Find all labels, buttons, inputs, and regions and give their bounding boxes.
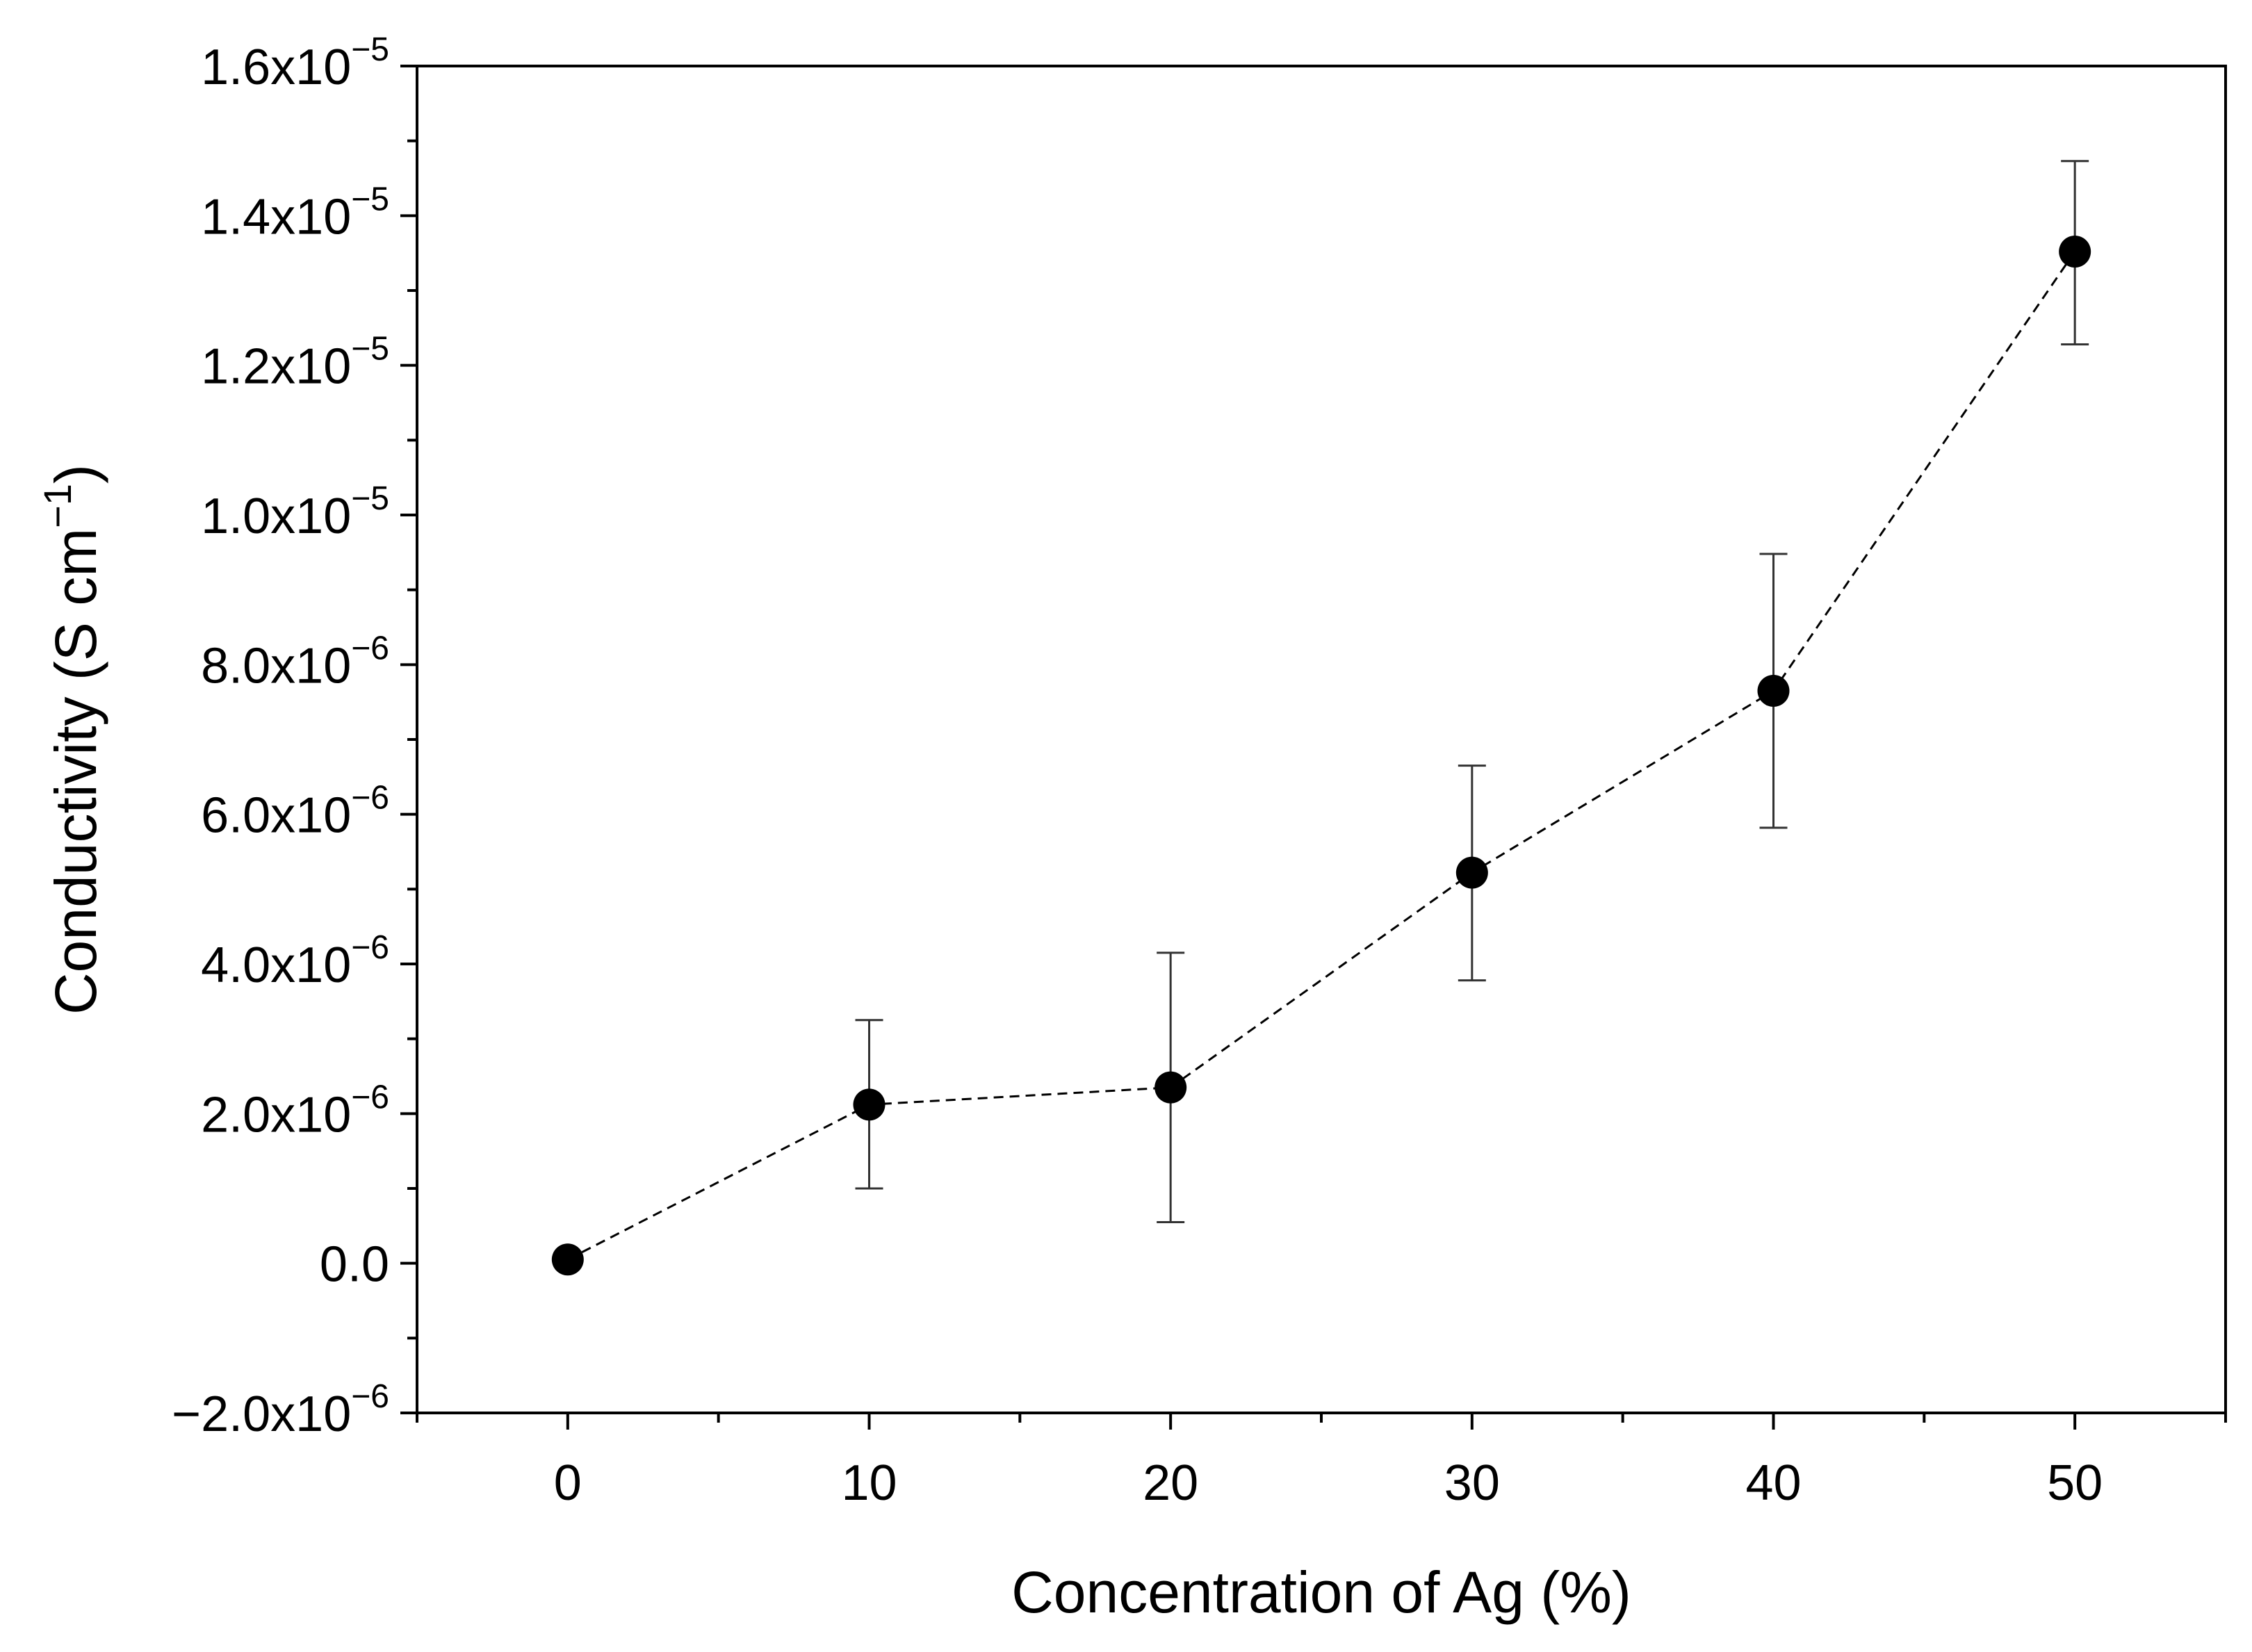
x-tick-label: 40 xyxy=(1745,1455,1801,1511)
y-tick-label: 2.0x10−6 xyxy=(201,1079,389,1143)
y-tick-mantissa: 2.0x10 xyxy=(201,1087,351,1143)
data-point xyxy=(853,1088,886,1121)
y-tick-exponent: −6 xyxy=(351,1378,389,1415)
tick-labels: 0 10 20 30 40 50−2.0x10−60.02.0x10−64.0x10−66… xyxy=(172,31,2103,1511)
y-axis-title-superscript: −1 xyxy=(35,484,79,528)
y-tick-exponent: −6 xyxy=(351,929,389,966)
y-tick-mantissa: 1.6x10 xyxy=(201,40,351,95)
y-tick-exponent: −6 xyxy=(351,1079,389,1115)
data-point xyxy=(1757,675,1790,708)
y-tick-exponent: −5 xyxy=(351,31,389,68)
minor-ticks xyxy=(407,139,2227,1423)
y-tick-mantissa: 1.2x10 xyxy=(201,339,351,395)
y-tick-mantissa: 0.0 xyxy=(320,1237,389,1293)
y-tick-mantissa: 1.0x10 xyxy=(201,489,351,544)
y-tick-label: 1.6x10−5 xyxy=(201,31,389,95)
y-axis-title-close: ) xyxy=(43,464,108,484)
y-axis-title-main: Conductivity (S cm xyxy=(43,528,108,1015)
major-ticks xyxy=(400,65,2077,1430)
data-point xyxy=(1154,1071,1187,1104)
plot-frame xyxy=(416,65,2227,1414)
y-tick-mantissa: −2.0x10 xyxy=(172,1387,351,1442)
y-tick-mantissa: 8.0x10 xyxy=(201,638,351,694)
y-tick-label: 1.0x10−5 xyxy=(201,480,389,544)
y-tick-exponent: −6 xyxy=(351,780,389,817)
y-tick-exponent: −5 xyxy=(351,331,389,368)
y-tick-exponent: −5 xyxy=(351,480,389,517)
x-tick-label: 20 xyxy=(1143,1455,1198,1511)
y-axis-title: Conductivity (S cm−1) xyxy=(35,464,108,1015)
y-tick-mantissa: 6.0x10 xyxy=(201,788,351,844)
x-tick-label: 30 xyxy=(1444,1455,1500,1511)
series-line-group xyxy=(567,251,2076,1261)
y-tick-label: 6.0x10−6 xyxy=(201,780,389,844)
y-tick-label: 0.0 xyxy=(320,1237,389,1293)
y-tick-exponent: −6 xyxy=(351,630,389,666)
data-point xyxy=(2059,236,2091,268)
data-point xyxy=(1455,856,1488,889)
y-tick-label: −2.0x10−6 xyxy=(172,1378,389,1442)
data-points xyxy=(551,236,2091,1276)
y-tick-exponent: −5 xyxy=(351,181,389,218)
y-tick-label: 1.2x10−5 xyxy=(201,331,389,395)
series-line xyxy=(567,251,2076,1261)
y-tick-mantissa: 4.0x10 xyxy=(201,938,351,993)
x-tick-label: 10 xyxy=(841,1455,897,1511)
y-tick-label: 8.0x10−6 xyxy=(201,630,389,694)
x-tick-label: 0 xyxy=(554,1455,582,1511)
y-tick-label: 4.0x10−6 xyxy=(201,929,389,993)
data-point xyxy=(551,1243,584,1276)
y-tick-label: 1.4x10−5 xyxy=(201,181,389,245)
x-axis-title: Concentration of Ag (%) xyxy=(1011,1560,1631,1625)
error-bars xyxy=(855,160,2089,1223)
x-tick-label: 50 xyxy=(2047,1455,2103,1511)
y-tick-mantissa: 1.4x10 xyxy=(201,189,351,245)
